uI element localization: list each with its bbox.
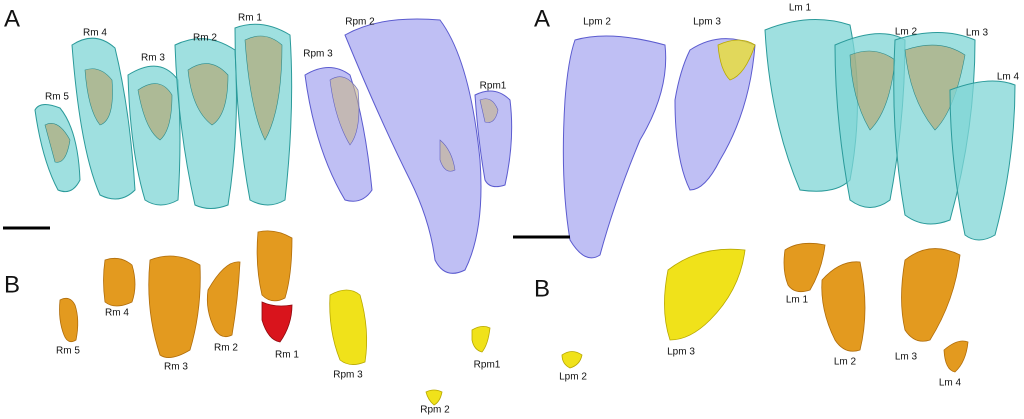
right-panel-a-teeth <box>562 19 1016 259</box>
tooth-label: Rm 4 <box>83 28 107 39</box>
tooth-label: Lm 1 <box>789 3 812 14</box>
tooth-label: Rpm1 <box>474 360 501 371</box>
tooth-label: Lpm 3 <box>667 347 695 358</box>
left-panel-a-premolars <box>304 18 513 274</box>
tooth-label: Rpm 2 <box>345 17 375 28</box>
tooth-label: Rm 2 <box>214 343 238 354</box>
tooth-label: Rm 3 <box>164 362 188 373</box>
tooth-label: Rm 5 <box>45 92 69 103</box>
tooth-label: Rm 5 <box>56 346 80 357</box>
panel-letter: B <box>4 271 20 298</box>
tooth-label: Lpm 2 <box>559 372 587 383</box>
tooth-label: Lm 2 <box>895 27 918 38</box>
tooth-label: Rpm 3 <box>333 370 363 381</box>
tooth-label: Lpm 3 <box>693 17 721 28</box>
labels: A B A B <box>4 5 550 302</box>
left-panel-b-teeth <box>59 230 491 406</box>
tooth-label: Rpm 2 <box>420 405 450 416</box>
tooth-label: Rm 1 <box>238 13 262 24</box>
tooth-label: Lm 3 <box>966 28 989 39</box>
tooth-label: Lm 4 <box>939 378 962 389</box>
tooth-label: Rm 2 <box>193 33 217 44</box>
panel-letter: B <box>534 275 550 302</box>
tooth-label: Rm 4 <box>105 308 129 319</box>
tooth-label: Rm 1 <box>275 350 299 361</box>
panel-letter: A <box>4 5 20 32</box>
tooth-label: Rpm 3 <box>303 49 333 60</box>
tooth-label: Lm 1 <box>786 295 809 306</box>
tooth-label: Rm 3 <box>141 53 165 64</box>
tooth-label: Lpm 2 <box>583 17 611 28</box>
panel-letter: A <box>534 5 550 32</box>
tooth-label: Rpm1 <box>480 81 507 92</box>
tooth-label: Lm 4 <box>997 72 1020 83</box>
right-panel-b-teeth <box>561 242 969 373</box>
tooth-label: Lm 2 <box>834 357 857 368</box>
left-panel-a-teeth <box>34 23 293 209</box>
tooth-label: Lm 3 <box>895 352 918 363</box>
